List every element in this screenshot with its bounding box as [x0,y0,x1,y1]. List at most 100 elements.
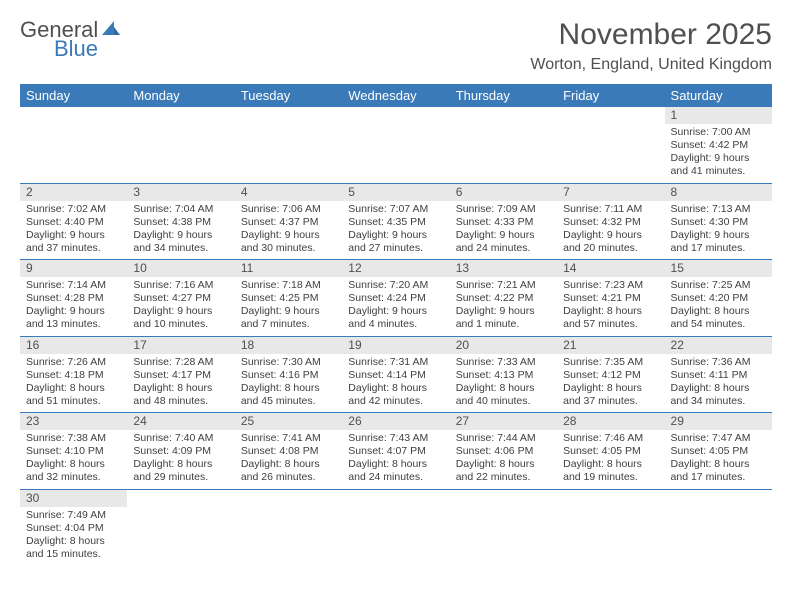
calendar-empty [127,107,234,183]
calendar-day: 28 Sunrise: 7:46 AMSunset: 4:05 PMDayligh… [557,413,664,490]
day-details: Sunrise: 7:44 AMSunset: 4:06 PMDaylight:… [454,432,553,485]
day-number: 29 [665,413,772,430]
location-text: Worton, England, United Kingdom [530,56,772,74]
calendar-body: 1 Sunrise: 7:00 AMSunset: 4:42 PMDaylight… [20,107,772,565]
calendar-day: 30Sunrise: 7:49 AMSunset: 4:04 PMDayligh… [20,489,127,565]
day-details: Sunrise: 7:13 AMSunset: 4:30 PMDaylight:… [669,203,768,256]
calendar-day: 7 Sunrise: 7:11 AMSunset: 4:32 PMDaylight… [557,183,664,260]
day-details: Sunrise: 7:25 AMSunset: 4:20 PMDaylight:… [669,279,768,332]
day-number: 28 [557,413,664,430]
day-number: 11 [235,260,342,277]
column-header: Tuesday [235,84,342,107]
day-details: Sunrise: 7:35 AMSunset: 4:12 PMDaylight:… [561,356,660,409]
column-header: Friday [557,84,664,107]
day-number: 20 [450,337,557,354]
calendar-day: 2 Sunrise: 7:02 AMSunset: 4:40 PMDaylight… [20,183,127,260]
calendar-day: 12 Sunrise: 7:20 AMSunset: 4:24 PMDayligh… [342,260,449,337]
day-details: Sunrise: 7:02 AMSunset: 4:40 PMDaylight:… [24,203,123,256]
day-number: 27 [450,413,557,430]
day-number: 1 [665,107,772,124]
calendar-empty [127,489,234,565]
calendar-empty [342,107,449,183]
calendar-week: 9 Sunrise: 7:14 AMSunset: 4:28 PMDaylight… [20,260,772,337]
day-details: Sunrise: 7:30 AMSunset: 4:16 PMDaylight:… [239,356,338,409]
day-details: Sunrise: 7:40 AMSunset: 4:09 PMDaylight:… [131,432,230,485]
day-details: Sunrise: 7:38 AMSunset: 4:10 PMDaylight:… [24,432,123,485]
day-number: 8 [665,184,772,201]
calendar-week: 16 Sunrise: 7:26 AMSunset: 4:18 PMDayligh… [20,336,772,413]
day-details: Sunrise: 7:00 AMSunset: 4:42 PMDaylight:… [669,126,768,179]
calendar-empty [557,107,664,183]
calendar-day: 6Sunrise: 7:09 AMSunset: 4:33 PMDaylight… [450,183,557,260]
day-details: Sunrise: 7:28 AMSunset: 4:17 PMDaylight:… [131,356,230,409]
calendar-day: 29Sunrise: 7:47 AMSunset: 4:05 PMDayligh… [665,413,772,490]
calendar-day: 17 Sunrise: 7:28 AMSunset: 4:17 PMDayligh… [127,336,234,413]
calendar-table: SundayMondayTuesdayWednesdayThursdayFrid… [20,84,772,565]
day-details: Sunrise: 7:07 AMSunset: 4:35 PMDaylight:… [346,203,445,256]
calendar-day: 18 Sunrise: 7:30 AMSunset: 4:16 PMDayligh… [235,336,342,413]
calendar-header-row: SundayMondayTuesdayWednesdayThursdayFrid… [20,84,772,107]
calendar-day: 11 Sunrise: 7:18 AMSunset: 4:25 PMDayligh… [235,260,342,337]
day-details: Sunrise: 7:46 AMSunset: 4:05 PMDaylight:… [561,432,660,485]
sail-icon [100,18,122,41]
day-number: 23 [20,413,127,430]
calendar-day: 15 Sunrise: 7:25 AMSunset: 4:20 PMDayligh… [665,260,772,337]
day-number: 15 [665,260,772,277]
calendar-empty [20,107,127,183]
calendar-empty [450,489,557,565]
day-details: Sunrise: 7:41 AMSunset: 4:08 PMDaylight:… [239,432,338,485]
calendar-empty [450,107,557,183]
day-number: 19 [342,337,449,354]
calendar-week: 1 Sunrise: 7:00 AMSunset: 4:42 PMDaylight… [20,107,772,183]
header: General Blue November 2025 Worton, Engla… [20,18,772,74]
column-header: Wednesday [342,84,449,107]
day-number: 26 [342,413,449,430]
title-block: November 2025 Worton, England, United Ki… [530,18,772,74]
day-number: 30 [20,490,127,507]
calendar-week: 23 Sunrise: 7:38 AMSunset: 4:10 PMDayligh… [20,413,772,490]
day-number: 17 [127,337,234,354]
calendar-day: 22Sunrise: 7:36 AMSunset: 4:11 PMDayligh… [665,336,772,413]
calendar-day: 27 Sunrise: 7:44 AMSunset: 4:06 PMDayligh… [450,413,557,490]
column-header: Saturday [665,84,772,107]
day-number: 14 [557,260,664,277]
day-details: Sunrise: 7:04 AMSunset: 4:38 PMDaylight:… [131,203,230,256]
page-title: November 2025 [530,18,772,52]
day-details: Sunrise: 7:18 AMSunset: 4:25 PMDaylight:… [239,279,338,332]
calendar-week: 30Sunrise: 7:49 AMSunset: 4:04 PMDayligh… [20,489,772,565]
logo: General Blue [20,18,122,60]
calendar-day: 24Sunrise: 7:40 AMSunset: 4:09 PMDayligh… [127,413,234,490]
calendar-day: 10Sunrise: 7:16 AMSunset: 4:27 PMDayligh… [127,260,234,337]
calendar-day: 4Sunrise: 7:06 AMSunset: 4:37 PMDaylight… [235,183,342,260]
calendar-empty [342,489,449,565]
calendar-empty [235,107,342,183]
calendar-day: 21 Sunrise: 7:35 AMSunset: 4:12 PMDayligh… [557,336,664,413]
day-number: 12 [342,260,449,277]
day-number: 18 [235,337,342,354]
day-details: Sunrise: 7:43 AMSunset: 4:07 PMDaylight:… [346,432,445,485]
calendar-day: 13Sunrise: 7:21 AMSunset: 4:22 PMDayligh… [450,260,557,337]
day-details: Sunrise: 7:11 AMSunset: 4:32 PMDaylight:… [561,203,660,256]
day-details: Sunrise: 7:16 AMSunset: 4:27 PMDaylight:… [131,279,230,332]
day-number: 21 [557,337,664,354]
calendar-week: 2 Sunrise: 7:02 AMSunset: 4:40 PMDaylight… [20,183,772,260]
day-number: 4 [235,184,342,201]
column-header: Thursday [450,84,557,107]
day-details: Sunrise: 7:20 AMSunset: 4:24 PMDaylight:… [346,279,445,332]
day-details: Sunrise: 7:36 AMSunset: 4:11 PMDaylight:… [669,356,768,409]
column-header: Monday [127,84,234,107]
day-number: 2 [20,184,127,201]
day-number: 5 [342,184,449,201]
calendar-day: 25Sunrise: 7:41 AMSunset: 4:08 PMDayligh… [235,413,342,490]
calendar-day: 5 Sunrise: 7:07 AMSunset: 4:35 PMDaylight… [342,183,449,260]
day-details: Sunrise: 7:14 AMSunset: 4:28 PMDaylight:… [24,279,123,332]
day-details: Sunrise: 7:21 AMSunset: 4:22 PMDaylight:… [454,279,553,332]
calendar-day: 1 Sunrise: 7:00 AMSunset: 4:42 PMDaylight… [665,107,772,183]
column-header: Sunday [20,84,127,107]
day-number: 9 [20,260,127,277]
calendar-day: 20Sunrise: 7:33 AMSunset: 4:13 PMDayligh… [450,336,557,413]
day-number: 7 [557,184,664,201]
day-details: Sunrise: 7:26 AMSunset: 4:18 PMDaylight:… [24,356,123,409]
day-number: 16 [20,337,127,354]
calendar-day: 23 Sunrise: 7:38 AMSunset: 4:10 PMDayligh… [20,413,127,490]
